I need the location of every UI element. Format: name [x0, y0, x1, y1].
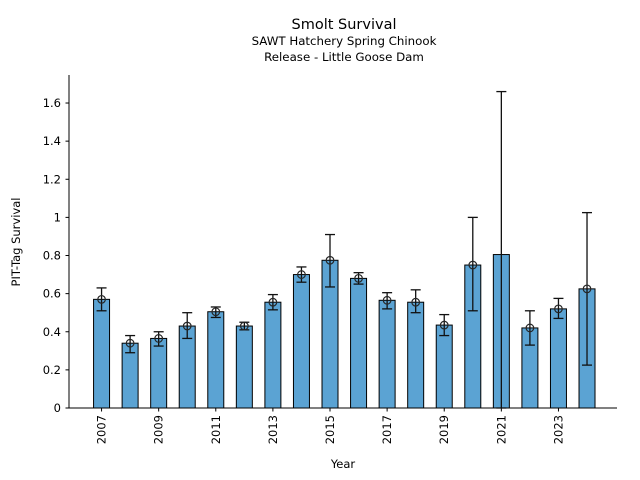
- x-tick-label-2015: 2015: [323, 415, 337, 444]
- y-tick-label-0.6: 0.6: [43, 287, 61, 301]
- marker-2022: [525, 323, 535, 333]
- x-tick-label-2017: 2017: [380, 415, 394, 444]
- y-tick-label-1: 1: [54, 210, 61, 224]
- bar-2018: [407, 301, 425, 409]
- y-axis-title: PIT-Tag Survival: [9, 198, 23, 287]
- plot-area: 0 0.2 0.4 0.6 0.8 1 1.2 1.4 1.6 2007 2009 2011 2013 2…: [43, 75, 617, 444]
- chart-title: Smolt Survival: [292, 17, 397, 33]
- marker-2007: [97, 294, 106, 304]
- y-tick-label-0.2: 0.2: [43, 363, 61, 377]
- marker-2009: [154, 334, 164, 343]
- marker-2013: [268, 297, 278, 307]
- x-tick-label-2021: 2021: [494, 415, 508, 444]
- marker-2017: [382, 295, 392, 305]
- bar-2019: [435, 324, 453, 409]
- marker-2010: [182, 321, 192, 331]
- bar-2017: [378, 299, 396, 409]
- bar-2011: [207, 311, 225, 409]
- y-tick-label-0: 0: [54, 401, 61, 415]
- marker-2024: [582, 284, 592, 294]
- marker-2008: [125, 338, 135, 348]
- chart-subtitle-line1: SAWT Hatchery Spring Chinook: [252, 34, 437, 48]
- x-axis-title: Year: [330, 457, 356, 471]
- x-tick-label-2019: 2019: [437, 415, 451, 444]
- bar-2014: [292, 274, 310, 409]
- y-tick-label-1.2: 1.2: [43, 172, 61, 186]
- y-tick-label-1.4: 1.4: [43, 134, 61, 148]
- y-tick-label-0.8: 0.8: [43, 249, 61, 263]
- marker-2018: [411, 297, 421, 307]
- marker-2015: [325, 255, 335, 265]
- y-tick-label-0.4: 0.4: [43, 325, 61, 339]
- bar-2012: [235, 325, 253, 409]
- bar-2013: [264, 301, 282, 409]
- marker-2011: [211, 307, 221, 317]
- marker-2019: [439, 320, 449, 330]
- marker-2020: [468, 260, 478, 270]
- bar-2016: [350, 277, 368, 409]
- x-tick-label-2013: 2013: [266, 415, 280, 444]
- marker-2014: [297, 270, 306, 279]
- x-tick-label-2009: 2009: [152, 415, 166, 444]
- marker-2023: [554, 304, 563, 314]
- marker-2016: [354, 273, 363, 283]
- x-tick-label-2007: 2007: [95, 415, 109, 444]
- chart-subtitle-line2: Release - Little Goose Dam: [264, 50, 424, 64]
- bar-2023: [549, 308, 567, 409]
- bar-2007: [93, 298, 111, 409]
- bar-2009: [150, 337, 168, 409]
- y-tick-label-1.6: 1.6: [43, 96, 61, 110]
- marker-2012: [239, 321, 249, 331]
- x-tick-label-2023: 2023: [551, 415, 565, 444]
- x-tick-label-2011: 2011: [209, 415, 223, 444]
